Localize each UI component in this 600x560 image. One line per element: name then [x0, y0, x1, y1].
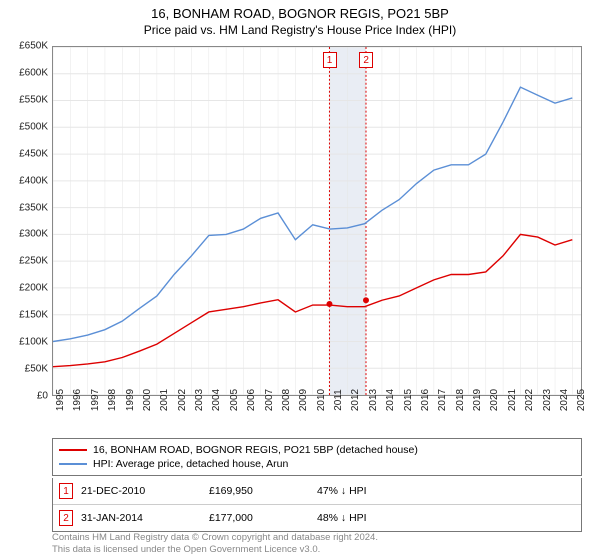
x-tick-label: 1997 — [90, 389, 101, 411]
x-tick-label: 2001 — [159, 389, 170, 411]
x-tick-label: 2010 — [316, 389, 327, 411]
sale-hpi-delta: 47% ↓ HPI — [317, 485, 575, 497]
x-tick-label: 2013 — [368, 389, 379, 411]
legend-swatch — [59, 463, 87, 465]
x-tick-label: 2023 — [542, 389, 553, 411]
x-tick-label: 2008 — [281, 389, 292, 411]
sales-table: 1 21-DEC-2010 £169,950 47% ↓ HPI 2 31-JA… — [52, 478, 582, 532]
x-tick-label: 2015 — [403, 389, 414, 411]
x-tick-label: 2021 — [507, 389, 518, 411]
x-tick-label: 2002 — [177, 389, 188, 411]
chart-svg — [53, 47, 581, 395]
legend-swatch — [59, 449, 87, 451]
chart-plot-area — [52, 46, 582, 396]
y-tick-label: £0 — [37, 391, 48, 402]
y-tick-label: £400K — [19, 175, 48, 186]
x-tick-label: 2024 — [559, 389, 570, 411]
y-tick-label: £150K — [19, 310, 48, 321]
x-tick-label: 2019 — [472, 389, 483, 411]
legend: 16, BONHAM ROAD, BOGNOR REGIS, PO21 5BP … — [52, 438, 582, 476]
x-tick-label: 2022 — [524, 389, 535, 411]
table-row: 1 21-DEC-2010 £169,950 47% ↓ HPI — [53, 478, 581, 504]
sale-hpi-delta: 48% ↓ HPI — [317, 512, 575, 524]
x-tick-label: 2018 — [455, 389, 466, 411]
x-tick-label: 1999 — [125, 389, 136, 411]
y-tick-label: £300K — [19, 229, 48, 240]
sale-number-badge: 2 — [59, 510, 73, 526]
footer-line: This data is licensed under the Open Gov… — [52, 544, 582, 556]
y-tick-label: £350K — [19, 202, 48, 213]
x-tick-label: 2006 — [246, 389, 257, 411]
sale-marker-badge: 2 — [359, 52, 373, 68]
y-tick-label: £250K — [19, 256, 48, 267]
x-tick-label: 2025 — [576, 389, 587, 411]
sale-date: 31-JAN-2014 — [81, 512, 201, 524]
sale-marker-badge: 1 — [323, 52, 337, 68]
y-tick-label: £500K — [19, 121, 48, 132]
chart-subtitle: Price paid vs. HM Land Registry's House … — [0, 21, 600, 41]
sale-price: £169,950 — [209, 485, 309, 497]
sale-number-badge: 1 — [59, 483, 73, 499]
x-tick-label: 2000 — [142, 389, 153, 411]
x-tick-label: 1998 — [107, 389, 118, 411]
x-tick-label: 2020 — [489, 389, 500, 411]
x-tick-label: 1995 — [55, 389, 66, 411]
x-tick-label: 2014 — [385, 389, 396, 411]
x-tick-label: 2003 — [194, 389, 205, 411]
y-tick-label: £650K — [19, 41, 48, 52]
legend-item: 16, BONHAM ROAD, BOGNOR REGIS, PO21 5BP … — [59, 443, 575, 457]
x-tick-label: 2012 — [350, 389, 361, 411]
legend-label: HPI: Average price, detached house, Arun — [93, 458, 288, 470]
footer-attribution: Contains HM Land Registry data © Crown c… — [52, 532, 582, 556]
x-tick-label: 2016 — [420, 389, 431, 411]
y-tick-label: £550K — [19, 94, 48, 105]
chart-title: 16, BONHAM ROAD, BOGNOR REGIS, PO21 5BP — [0, 0, 600, 21]
footer-line: Contains HM Land Registry data © Crown c… — [52, 532, 582, 544]
x-tick-label: 2004 — [211, 389, 222, 411]
x-tick-label: 2009 — [298, 389, 309, 411]
y-tick-label: £100K — [19, 337, 48, 348]
x-tick-label: 2005 — [229, 389, 240, 411]
y-tick-label: £50K — [25, 364, 48, 375]
x-tick-label: 2007 — [264, 389, 275, 411]
table-row: 2 31-JAN-2014 £177,000 48% ↓ HPI — [53, 504, 581, 531]
y-tick-label: £450K — [19, 148, 48, 159]
x-tick-label: 2017 — [437, 389, 448, 411]
legend-label: 16, BONHAM ROAD, BOGNOR REGIS, PO21 5BP … — [93, 444, 418, 456]
x-tick-label: 1996 — [72, 389, 83, 411]
y-tick-label: £600K — [19, 67, 48, 78]
legend-item: HPI: Average price, detached house, Arun — [59, 457, 575, 471]
y-tick-label: £200K — [19, 283, 48, 294]
x-tick-label: 2011 — [333, 389, 344, 411]
sale-price: £177,000 — [209, 512, 309, 524]
sale-date: 21-DEC-2010 — [81, 485, 201, 497]
